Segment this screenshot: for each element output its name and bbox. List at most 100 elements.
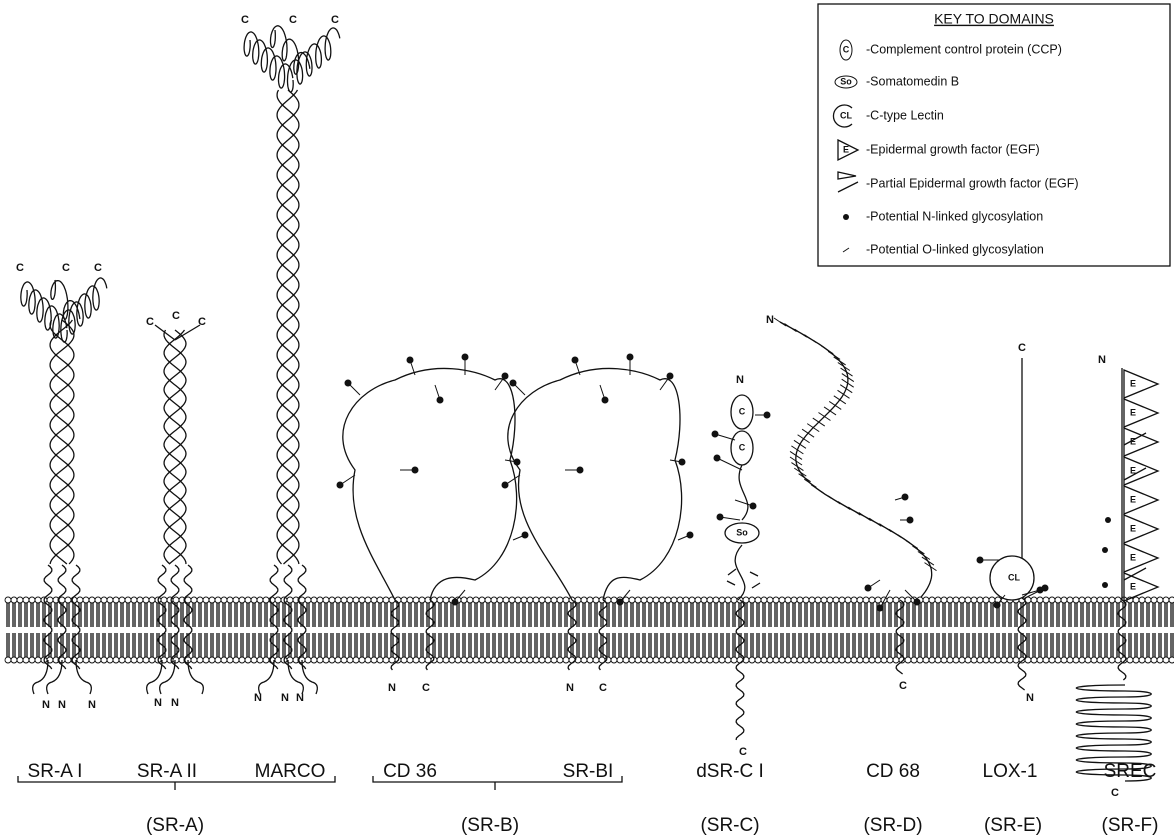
lipid-head xyxy=(172,656,180,664)
lipid-tail xyxy=(624,603,628,657)
lipid-tail xyxy=(84,603,88,657)
n-glycosylation xyxy=(864,584,872,592)
lipid-head xyxy=(676,596,684,604)
lipid-head xyxy=(4,656,12,664)
lipid-head xyxy=(316,596,324,604)
n-glycosylation xyxy=(509,379,517,387)
terminus-label: C xyxy=(899,680,907,692)
lipid-head xyxy=(508,656,516,664)
glycosylation-stick xyxy=(1024,587,1046,599)
o-glyco xyxy=(848,506,861,516)
lipid-tail xyxy=(1020,603,1024,657)
egf-domain xyxy=(1123,398,1160,428)
lipid-tail xyxy=(930,603,934,657)
lipid-tail xyxy=(162,603,166,657)
squiggle xyxy=(598,599,608,671)
lipid-head xyxy=(466,596,474,604)
partial-egf xyxy=(1123,567,1147,581)
collagen-helix xyxy=(276,89,300,565)
o-glyco xyxy=(784,323,797,332)
lipid-tail xyxy=(816,603,820,657)
key-label: -Complement control protein (CCP) xyxy=(866,42,1062,56)
o-glyco xyxy=(833,395,847,405)
lipid-tail xyxy=(726,603,730,657)
lipid-head xyxy=(496,596,504,604)
lipid-tail xyxy=(72,603,76,657)
o-glyco xyxy=(912,545,925,555)
lipid-head xyxy=(802,596,810,604)
lipid-head xyxy=(520,596,528,604)
lipid-tail xyxy=(1146,603,1150,657)
lipid-head xyxy=(790,596,798,604)
terminus-label: C xyxy=(1018,342,1026,354)
lipid-tail xyxy=(564,603,568,657)
lipid-tail xyxy=(348,603,352,657)
lipid-head xyxy=(16,656,24,664)
lipid-tail xyxy=(762,603,766,657)
lipid-tail xyxy=(1050,603,1054,657)
terminus-label: C xyxy=(739,746,747,758)
lipid-head xyxy=(550,656,558,664)
lipid-head xyxy=(610,656,618,664)
lipid-head xyxy=(1132,656,1140,664)
lipid-head xyxy=(88,596,96,604)
lipid-head xyxy=(340,596,348,604)
lipid-tail xyxy=(696,603,700,657)
lipid-head xyxy=(190,596,198,604)
lipid-head xyxy=(526,596,534,604)
squiggle xyxy=(283,564,293,670)
lipid-tail xyxy=(96,603,100,657)
o-glyco xyxy=(841,373,855,383)
lipid-tail xyxy=(402,603,406,657)
squiggle xyxy=(390,599,400,671)
lipid-head xyxy=(712,596,720,604)
o-glyco xyxy=(773,317,787,327)
o-glyco xyxy=(837,501,851,510)
o-glyco xyxy=(820,345,834,355)
lipid-tail xyxy=(246,603,250,657)
lipid-head xyxy=(1132,596,1140,604)
lipid-tail xyxy=(372,603,376,657)
lipid-tail xyxy=(234,603,238,657)
lipid-head xyxy=(964,656,972,664)
lipid-head xyxy=(622,656,630,664)
lipid-head xyxy=(526,656,534,664)
terminus-label: C xyxy=(241,14,249,26)
lipid-head xyxy=(538,596,546,604)
lipid-head xyxy=(1030,596,1038,604)
coiled-coil xyxy=(20,281,68,339)
lipid-head xyxy=(544,596,552,604)
class-bracket xyxy=(372,776,623,790)
lipid-head xyxy=(1048,596,1056,604)
key-icon xyxy=(843,214,849,220)
terminus-label: N xyxy=(281,692,289,704)
lipid-head xyxy=(532,656,540,664)
lipid-head xyxy=(610,596,618,604)
lipid-head xyxy=(496,656,504,664)
lipid-head xyxy=(904,656,912,664)
n-glycosylation xyxy=(763,411,771,419)
lipid-tail xyxy=(846,603,850,657)
lipid-tail xyxy=(576,603,580,657)
lipid-tail xyxy=(342,603,346,657)
lipid-tail xyxy=(798,603,802,657)
lipid-tail xyxy=(1170,603,1174,657)
lipid-head xyxy=(904,596,912,604)
lipid-head xyxy=(442,596,450,604)
lipid-head xyxy=(328,596,336,604)
lipid-tail xyxy=(888,603,892,657)
lipid-head xyxy=(1102,596,1110,604)
lipid-head xyxy=(358,596,366,604)
terminus-label: N xyxy=(42,699,50,711)
lipid-head xyxy=(334,596,342,604)
key-label: -Potential O-linked glycosylation xyxy=(866,242,1044,256)
cytoplasmic-tail xyxy=(258,659,275,695)
stem xyxy=(734,464,749,601)
lipid-head xyxy=(874,596,882,604)
extracellular-loop xyxy=(507,367,683,601)
n-glycosylation xyxy=(876,604,884,612)
lipid-tail xyxy=(492,603,496,657)
key-icon-label: CL xyxy=(840,110,852,120)
lipid-head xyxy=(190,656,198,664)
terminus-label: N xyxy=(566,682,574,694)
